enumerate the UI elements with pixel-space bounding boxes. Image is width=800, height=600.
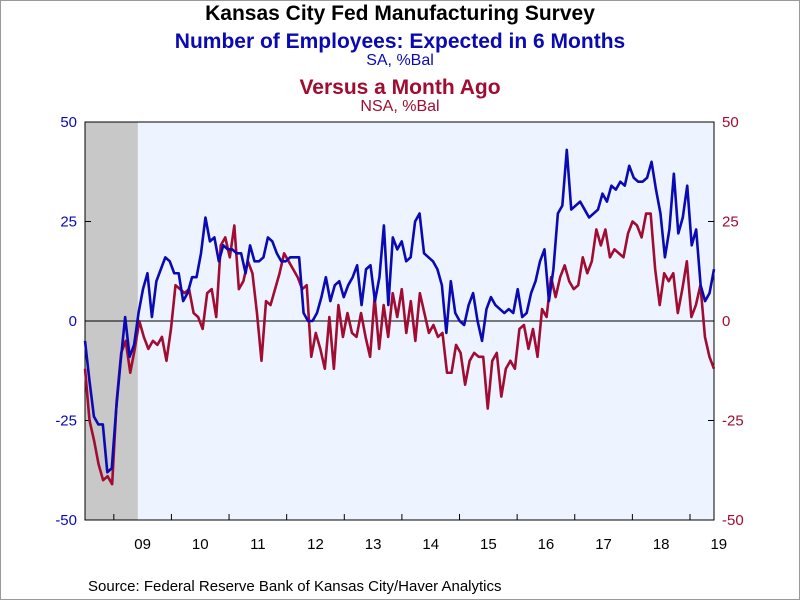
series-line-versus-month-ago xyxy=(83,212,716,486)
x-axis-tick-label: 16 xyxy=(538,536,555,553)
series1-title: Number of Employees: Expected in 6 Month… xyxy=(174,30,626,53)
right-axis-tick-label: -25 xyxy=(722,413,744,430)
right-axis-tick-label: 0 xyxy=(722,313,730,330)
source-note: Source: Federal Reserve Bank of Kansas C… xyxy=(88,578,502,595)
x-axis-tick-label: 11 xyxy=(250,536,266,553)
chart-title: Kansas City Fed Manufacturing Survey xyxy=(205,2,595,25)
right-axis-tick-label: 50 xyxy=(722,114,739,131)
series2-title: Versus a Month Ago xyxy=(299,76,501,99)
series-line-employees-expected xyxy=(83,148,716,474)
left-axis-tick-label: 25 xyxy=(60,214,77,231)
left-axis-tick-label: 0 xyxy=(69,313,77,330)
x-axis-tick-label: 09 xyxy=(134,536,151,553)
x-axis-tick-label: 13 xyxy=(365,536,382,553)
x-axis-tick-label: 19 xyxy=(710,536,727,553)
x-axis-tick-label: 18 xyxy=(653,536,670,553)
left-axis-tick-label: -50 xyxy=(55,512,77,529)
right-axis-tick-label: 25 xyxy=(722,214,739,231)
x-axis-tick-label: 14 xyxy=(422,536,439,553)
left-axis-tick-label: 50 xyxy=(60,114,77,131)
x-axis-tick-label: 10 xyxy=(192,536,209,553)
left-axis-tick-label: -25 xyxy=(55,413,77,430)
x-axis-tick-label: 12 xyxy=(307,536,324,553)
series1-subtitle: SA, %Bal xyxy=(366,52,434,69)
x-axis-tick-label: 15 xyxy=(480,536,497,553)
right-axis-tick-label: -50 xyxy=(722,512,744,529)
series2-subtitle: NSA, %Bal xyxy=(360,98,440,115)
x-axis-tick-label: 17 xyxy=(595,536,612,553)
